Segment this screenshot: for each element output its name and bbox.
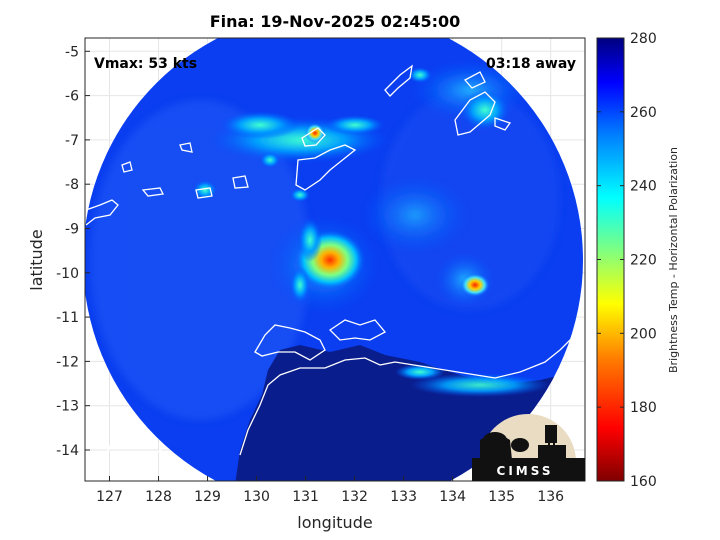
y-tick-label: -9 (65, 221, 79, 237)
colorbar-label: Brightness Temp - Horizontal Polarizatio… (667, 147, 680, 373)
cimss-logo-text: CIMSS (497, 464, 554, 478)
colorbar-ticks: 280 260 240 220 200 180 160 (597, 31, 657, 490)
vmax-annotation: Vmax: 53 kts (94, 56, 197, 72)
y-tick-label: -8 (65, 177, 79, 193)
y-tick-label: -11 (56, 310, 79, 326)
colorbar-tick-label: 240 (630, 179, 657, 195)
x-tick-label: 135 (488, 489, 515, 505)
colorbar-tick-label: 280 (630, 31, 657, 47)
colorbar (596, 37, 625, 482)
y-axis-label: latitude (27, 229, 46, 290)
axes-box (84, 37, 586, 482)
swath (85, 38, 583, 481)
x-tick-label: 134 (439, 489, 466, 505)
x-tick-label: 127 (96, 489, 123, 505)
x-tick-label: 133 (390, 489, 417, 505)
y-tick-label: -12 (56, 354, 79, 370)
chart-title: Fina: 19-Nov-2025 02:45:00 (210, 12, 461, 31)
y-axis: -5 -6 -7 -8 -9 -10 -11 -12 -13 -14 (56, 44, 90, 459)
y-tick-label: -10 (56, 266, 79, 282)
x-tick-label: 131 (292, 489, 319, 505)
x-tick-label: 136 (537, 489, 564, 505)
y-tick-label: -13 (56, 399, 79, 415)
coastlines (85, 64, 585, 471)
colorbar-tick-label: 180 (630, 400, 657, 416)
time-away-annotation: 03:18 away (486, 56, 576, 72)
x-axis-label: longitude (297, 513, 372, 532)
x-tick-label: 132 (341, 489, 368, 505)
y-tick-label: -5 (65, 44, 79, 60)
y-tick-label: -7 (65, 133, 79, 149)
colorbar-tick-label: 200 (630, 326, 657, 342)
x-axis: 127 128 129 130 131 132 133 134 135 136 (96, 476, 564, 505)
y-tick-label: -6 (65, 89, 79, 105)
x-tick-label: 128 (145, 489, 172, 505)
x-tick-label: 129 (194, 489, 221, 505)
cimss-logo: CIMSS (472, 414, 585, 481)
x-tick-label: 130 (243, 489, 270, 505)
colorbar-tick-label: 220 (630, 253, 657, 269)
colorbar-tick-label: 260 (630, 105, 657, 121)
colorbar-tick-label: 160 (630, 474, 657, 490)
y-tick-label: -14 (56, 443, 79, 459)
